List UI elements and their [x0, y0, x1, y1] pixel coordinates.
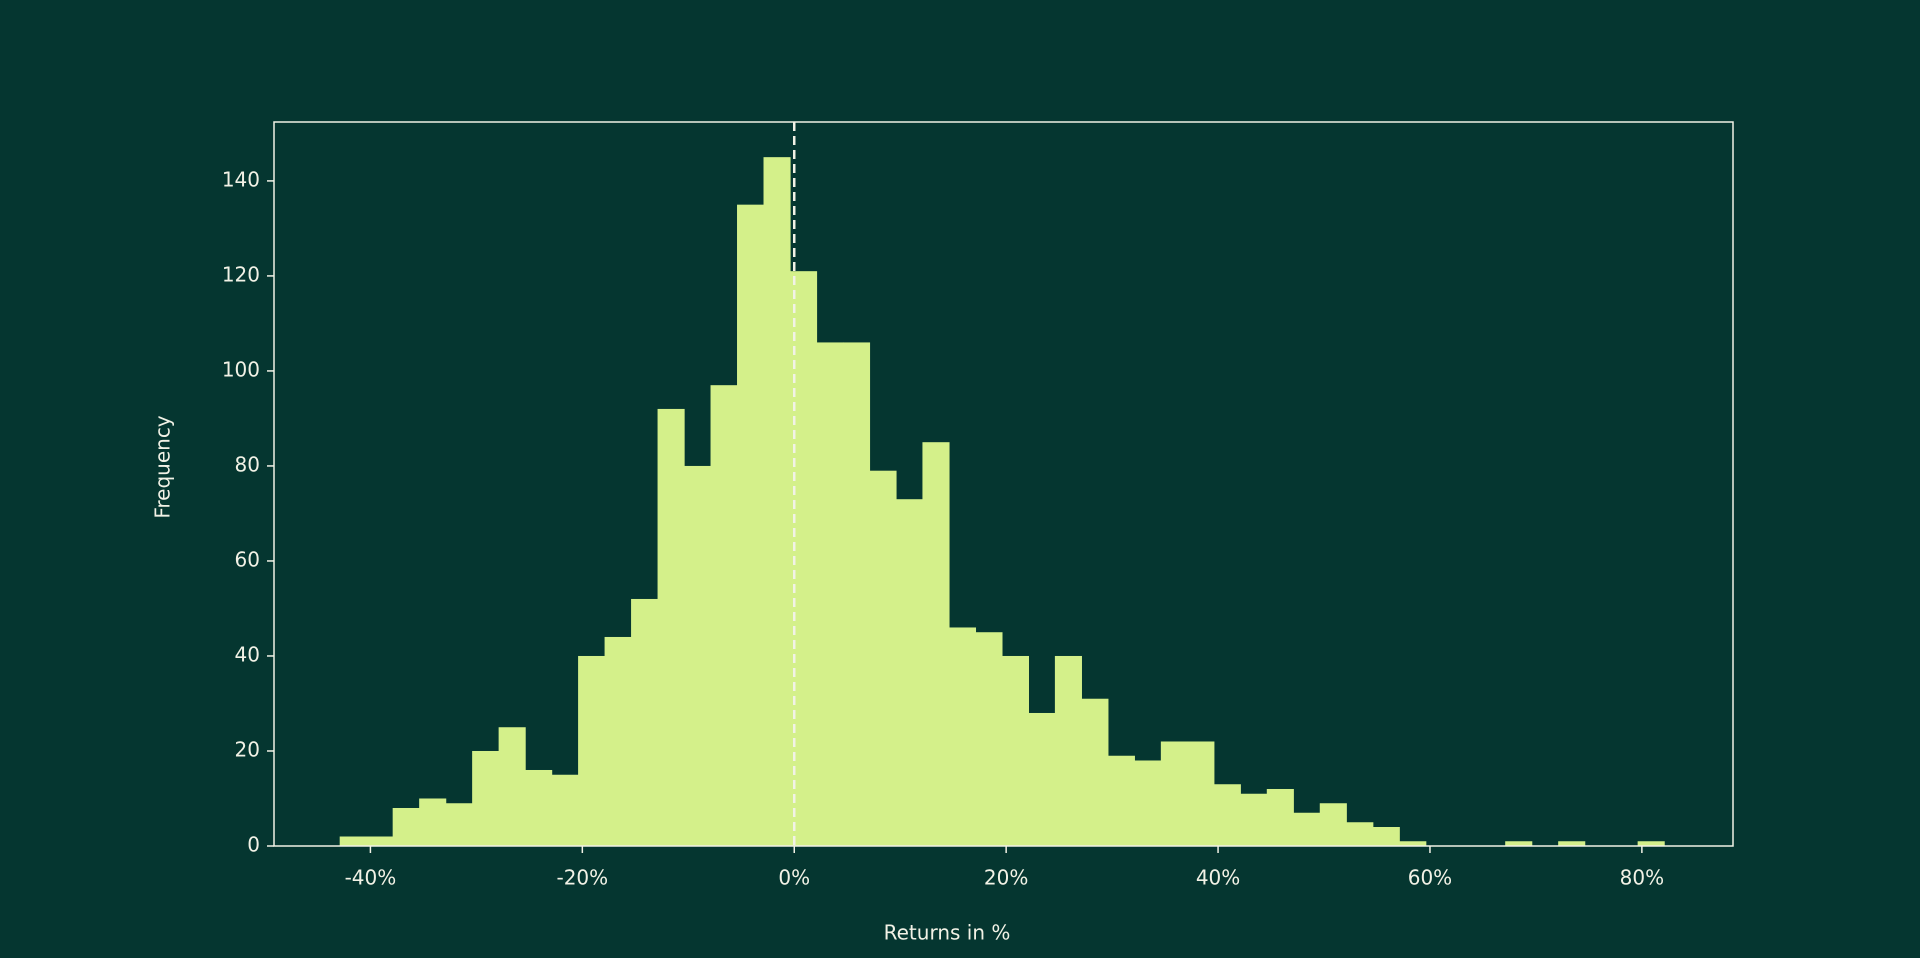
bar [1346, 822, 1374, 846]
bar [339, 836, 367, 846]
bar [816, 342, 844, 846]
bar [948, 627, 977, 846]
y-tick-label: 100 [222, 357, 260, 381]
bar [366, 836, 394, 846]
bar [1107, 755, 1135, 846]
bar [1558, 841, 1586, 846]
bar [1054, 655, 1082, 846]
bar [1637, 841, 1665, 846]
bar [472, 750, 500, 846]
y-tick-label: 120 [222, 262, 260, 286]
x-tick-label: 0% [778, 866, 810, 890]
bar [842, 342, 871, 846]
bar [578, 655, 606, 846]
bar [895, 499, 924, 846]
y-tick-label: 60 [235, 547, 260, 571]
bar [1001, 655, 1029, 846]
bar [1240, 793, 1268, 846]
bar [631, 598, 659, 846]
bar [1160, 741, 1188, 846]
x-axis-label: Returns in % [884, 921, 1011, 945]
plot-frame [273, 121, 1734, 847]
bar [604, 636, 632, 846]
y-tick-label: 140 [222, 167, 260, 191]
bar [975, 632, 1003, 846]
bar [710, 385, 738, 846]
bar [1081, 698, 1109, 846]
y-tick-label: 80 [235, 452, 260, 476]
bar [1319, 803, 1347, 846]
bar [922, 442, 950, 846]
bar [1028, 712, 1056, 846]
bar [1187, 741, 1215, 846]
x-tick-label: 20% [984, 866, 1028, 890]
bar [1399, 841, 1427, 846]
bar [525, 769, 553, 846]
x-tick-label: 60% [1408, 866, 1452, 890]
bar [763, 157, 791, 847]
x-tick-label: -20% [556, 866, 608, 890]
x-tick-label: 80% [1620, 866, 1664, 890]
bar [869, 470, 897, 846]
y-tick-label: 20 [235, 737, 260, 761]
bar [392, 807, 420, 846]
bar [551, 774, 579, 846]
bar [737, 204, 765, 846]
bar [1505, 841, 1533, 846]
bar [1266, 788, 1294, 846]
y-tick-label: 40 [235, 642, 260, 666]
x-tick-label: -40% [345, 866, 397, 890]
bar [1372, 826, 1400, 846]
bar [657, 408, 685, 846]
bar [1134, 760, 1162, 846]
bar [498, 727, 526, 846]
bar [684, 465, 712, 846]
y-tick-label: 0 [247, 833, 260, 857]
y-axis-label: Frequency [151, 415, 175, 518]
x-tick-label: 40% [1196, 866, 1240, 890]
bar [1213, 784, 1241, 846]
bar [419, 798, 447, 846]
bar [1293, 812, 1321, 846]
bar [445, 803, 473, 846]
